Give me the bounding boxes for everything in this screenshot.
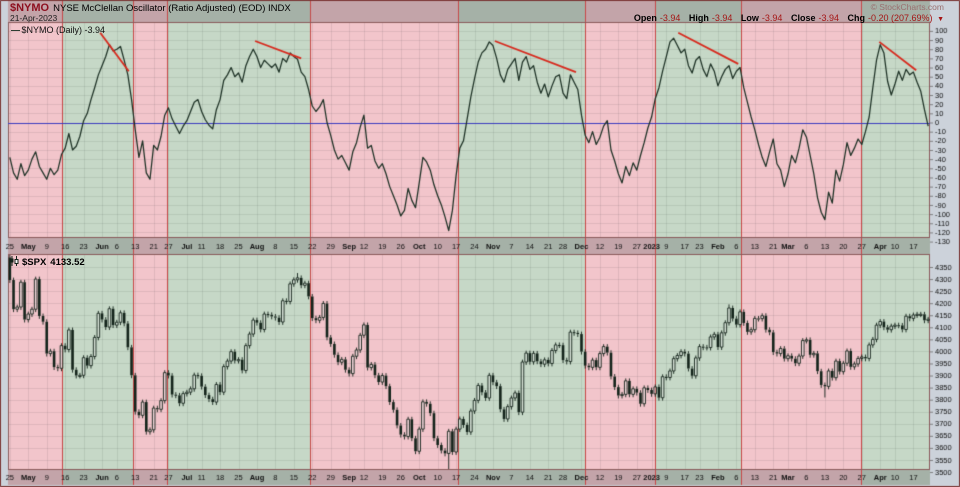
- legend-collapse-arrow-icon[interactable]: ▼: [937, 16, 944, 23]
